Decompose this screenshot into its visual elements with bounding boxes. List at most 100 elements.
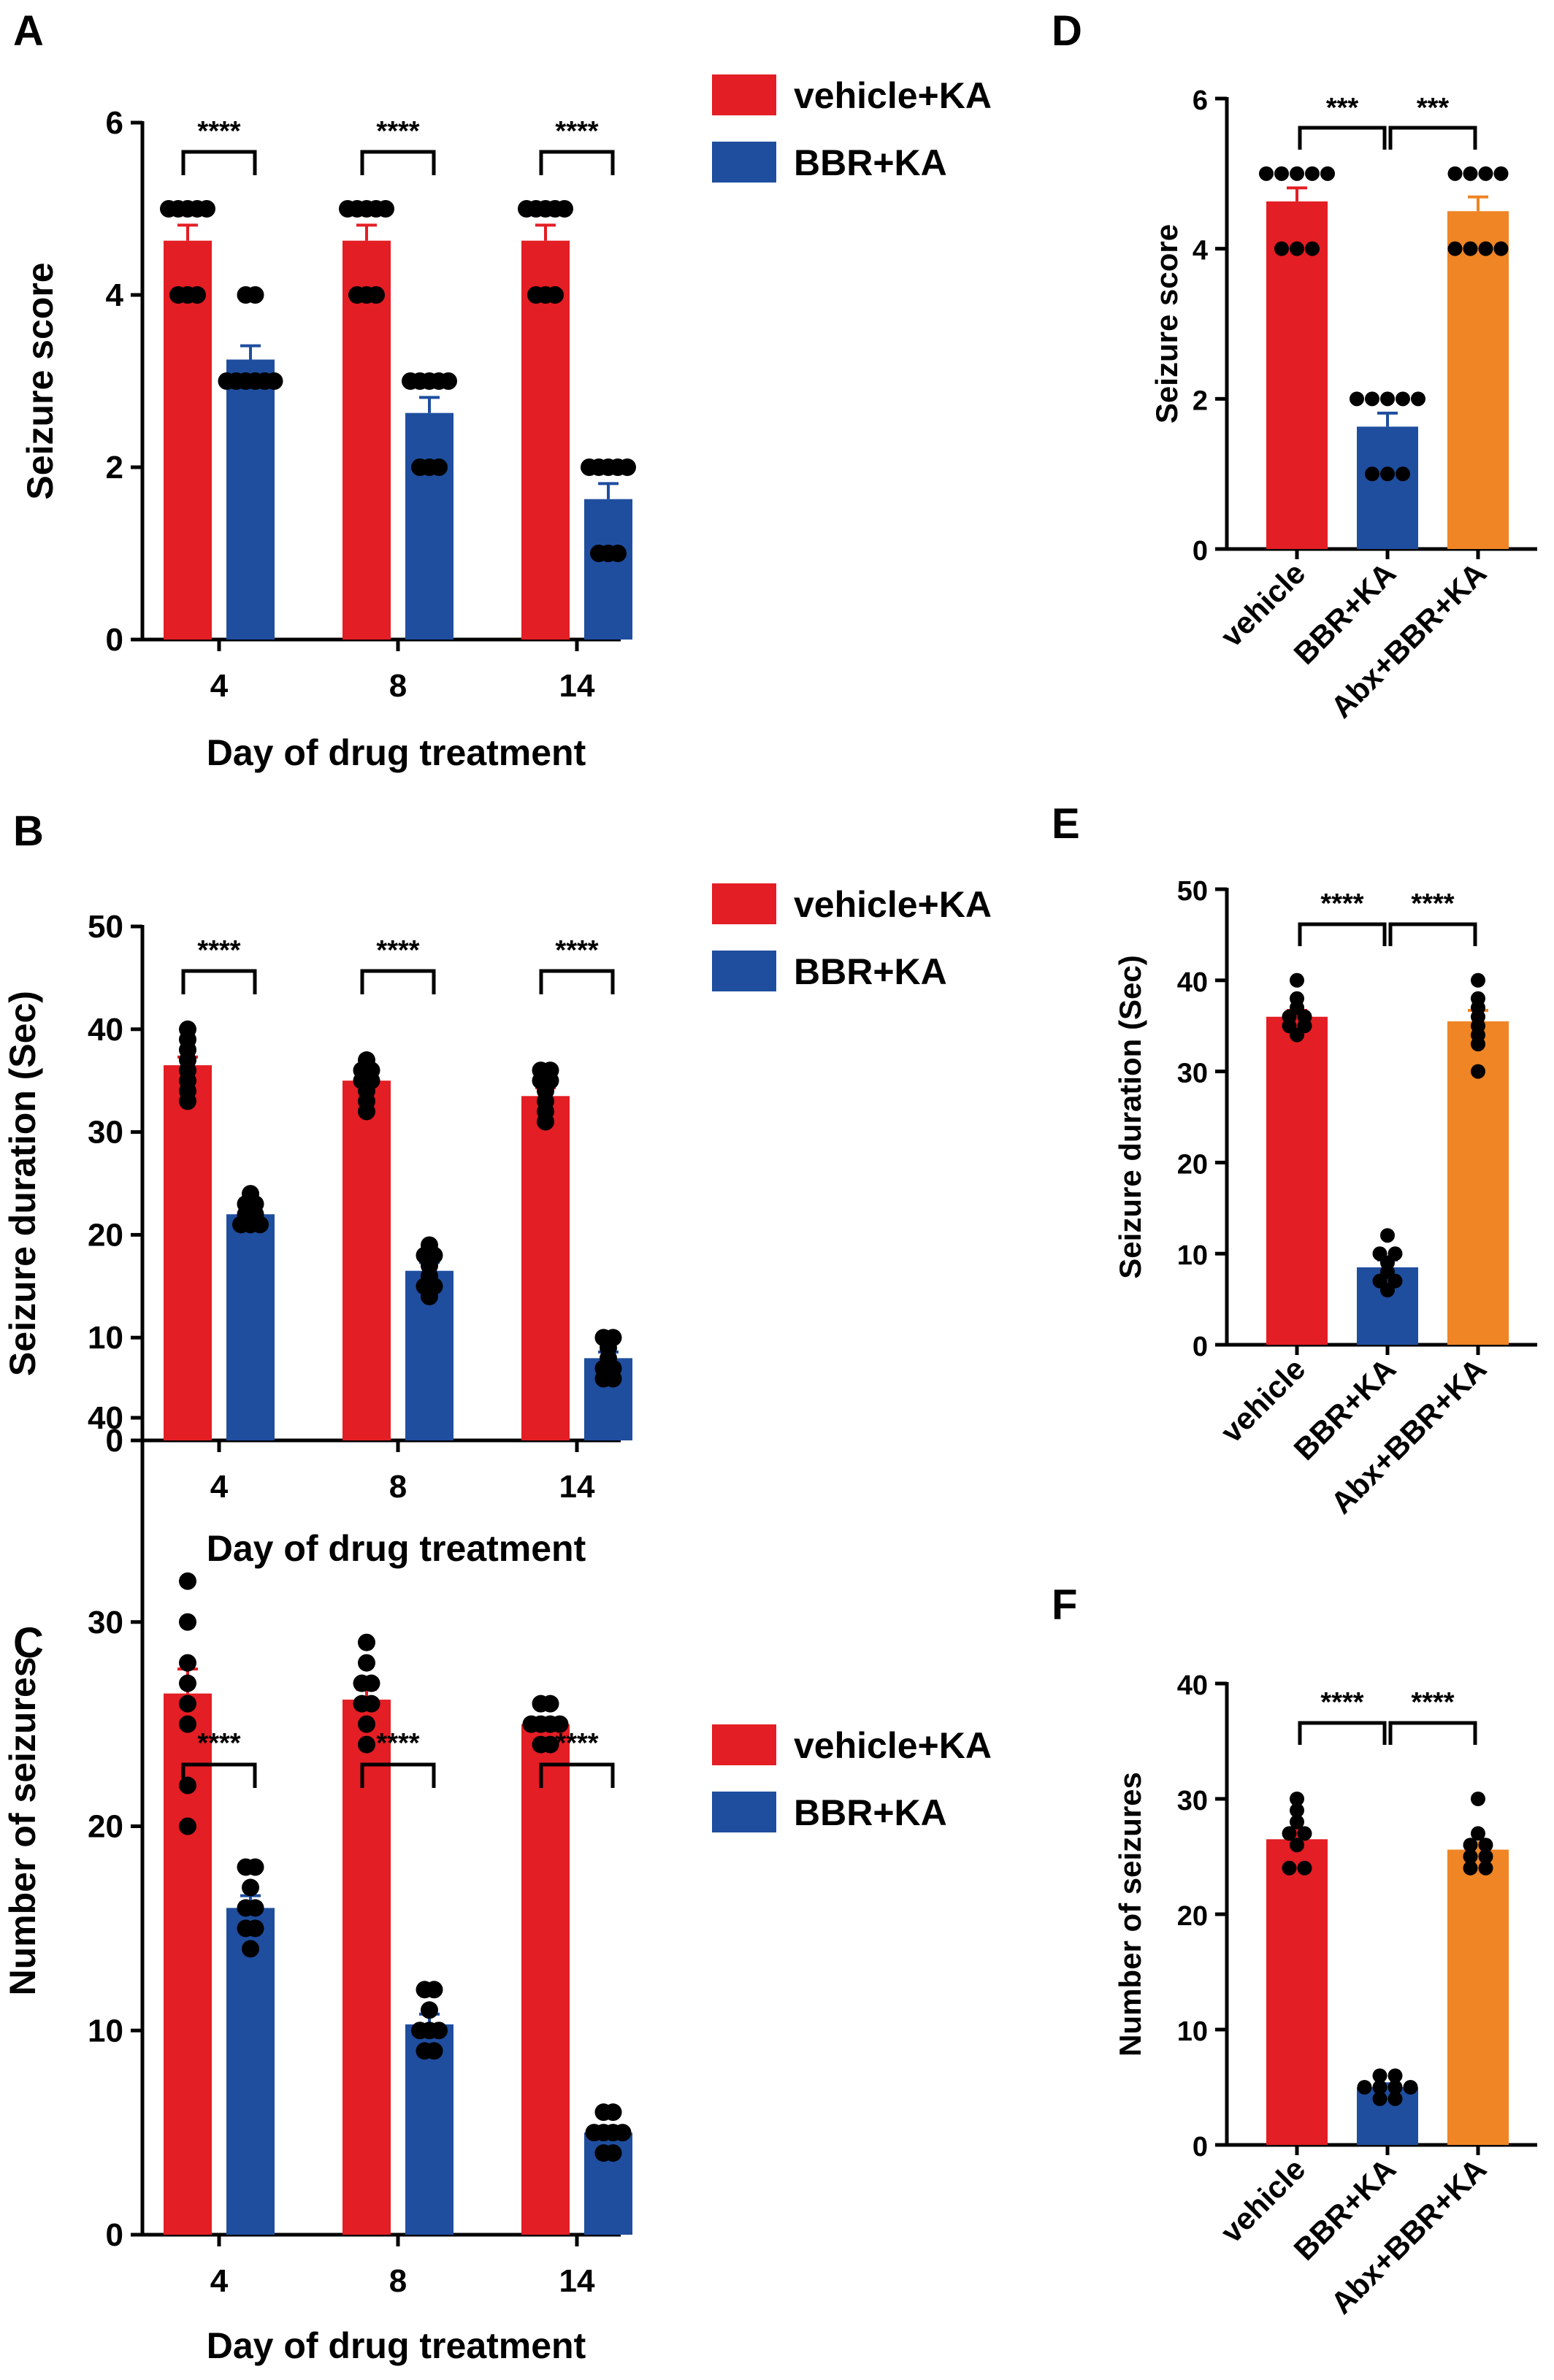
points-1-dot-6: [1372, 2068, 1388, 2084]
panel-b: B 0 10 20 30 40 50 Seizure duration (Sec) 4 **** 8…: [2, 807, 992, 1569]
significance-bracket-0-line: [181, 969, 257, 994]
panel-letter: E: [1052, 800, 1080, 848]
points-1-dot-2: [1396, 467, 1410, 482]
significance-bracket-1-line: [360, 1762, 436, 1788]
significance-bracket-1-stars: ****: [1411, 888, 1454, 919]
points-2-dot-2: [1478, 241, 1493, 256]
bar-vehicle+KA-4: [164, 1693, 212, 2235]
significance-bracket-1-stars: ****: [376, 116, 419, 147]
points-1-dot-3: [1350, 391, 1364, 407]
bar-vehicle+KA-8: [342, 240, 391, 640]
points-0-dot-1: [1290, 241, 1304, 256]
significance-bracket-2: ****: [539, 1728, 615, 1788]
significance-bracket-1: ****: [360, 1728, 436, 1788]
x-tick-label-2: Abx+BBR+KA: [1324, 2151, 1493, 2320]
significance-bracket-2-stars: ****: [555, 935, 598, 966]
error-bar-1-2: [598, 482, 619, 499]
points-2-dot-0: [1447, 241, 1463, 256]
significance-bracket-1-stars: ****: [1411, 1687, 1454, 1718]
points-0-2-dot-7: [556, 200, 573, 218]
y-tick-label-0: 0: [106, 622, 123, 658]
legend-label-1: BBR+KA: [794, 142, 947, 183]
bar-vehicle+KA-4: [164, 240, 212, 640]
y-tick-label-5: 50: [1177, 876, 1208, 907]
points-0-dot-1: [1297, 1860, 1312, 1876]
points-1-0-dot-7: [246, 1858, 264, 1876]
points-1-dot-1: [1380, 467, 1395, 482]
points-1-dot-0: [1365, 467, 1379, 482]
points-0-1-dot-0: [358, 1735, 375, 1754]
significance-bracket-1: ****: [360, 116, 436, 175]
y-tick-label-2: 20: [1177, 1901, 1208, 1932]
error-bar-1-0: [240, 344, 261, 360]
y-tick-label-0: 0: [106, 2217, 123, 2253]
legend: vehicle+KA BBR+KA: [712, 1724, 992, 1833]
points-1-dot-5: [1372, 1246, 1388, 1262]
points-0-2-dot-2: [546, 286, 564, 304]
points-2-dot-4: [1463, 1838, 1478, 1853]
x-axis-title: Day of drug treatment: [207, 732, 586, 773]
points-0-0-dot-5: [179, 1654, 196, 1672]
points-2-dot-3: [1493, 241, 1509, 256]
points-2-dot-1: [1463, 241, 1478, 256]
y-axis-title: Number of seizures: [1113, 1772, 1147, 2057]
points-0-2-dot-7: [541, 1694, 559, 1713]
points-2-dot-6: [1471, 1826, 1485, 1841]
points-0-0-dot-0: [179, 1817, 196, 1835]
y-axis-title: Seizure score: [1149, 224, 1184, 423]
points-0-1-dot-7: [358, 1051, 375, 1070]
y-tick-label-2: 20: [88, 1217, 123, 1253]
bar-vehicle+KA-14: [521, 1724, 570, 2235]
significance-bracket-2-line: [539, 150, 615, 175]
points-1-dot-6: [1388, 1246, 1403, 1262]
y-tick-label-1: 10: [88, 1320, 123, 1356]
significance-bracket-1: ****: [1388, 1687, 1477, 1745]
points-1-dot-1: [1388, 2091, 1403, 2106]
points-0-0-dot-2: [179, 1715, 196, 1733]
error-bar-1: [1377, 411, 1398, 427]
error-bar-0-0: [177, 223, 198, 241]
significance-bracket-1: ****: [1388, 888, 1477, 946]
points-0-1-dot-7: [358, 1633, 375, 1651]
points-1-1-dot-7: [421, 1236, 438, 1254]
significance-bracket-0-stars: ****: [197, 935, 240, 966]
points-1-dot-0: [1372, 2091, 1388, 2106]
points-0-dot-6: [1290, 991, 1304, 1006]
points-2-dot-4: [1447, 166, 1463, 181]
bar-Abx+BBR+KA: [1447, 211, 1509, 549]
points-1-dot-6: [1396, 391, 1410, 407]
y-tick-label-2: 20: [1177, 1149, 1208, 1180]
y-tick-label-3: 30: [1177, 1786, 1208, 1816]
significance-bracket-0-stars: ****: [1320, 1687, 1363, 1718]
x-tick-label-0: 4: [210, 668, 229, 704]
points-0-1-dot-2: [367, 286, 385, 304]
y-tick-label-4: 40: [1177, 967, 1208, 998]
bar-vehicle: [1266, 1016, 1328, 1345]
legend-swatch-1: [712, 142, 776, 183]
significance-bracket-1-stars: ***: [1417, 93, 1450, 123]
legend-swatch-1: [712, 1792, 776, 1832]
legend-label-0: vehicle+KA: [794, 75, 992, 116]
legend: vehicle+KA BBR+KA: [712, 883, 992, 992]
significance-bracket-0-line: [1298, 126, 1387, 150]
points-1-0-dot-0: [242, 1940, 259, 1958]
points-0-0-dot-7: [179, 1572, 196, 1590]
points-1-dot-7: [1388, 2068, 1403, 2084]
significance-bracket-1-line: [1388, 126, 1477, 150]
panel-letter: D: [1052, 7, 1082, 55]
points-0-2-dot-1: [541, 1735, 559, 1754]
significance-bracket-1: ****: [360, 935, 436, 994]
points-0-2-dot-7: [541, 1062, 559, 1080]
points-1-dot-5: [1380, 391, 1395, 407]
x-tick-label-2: 14: [559, 668, 595, 704]
x-tick-label-0: 4: [210, 2263, 229, 2299]
points-0-0-dot-7: [198, 200, 215, 218]
points-0-0-dot-4: [179, 1674, 196, 1692]
x-tick-label-1: 8: [389, 1469, 407, 1505]
y-tick-label-3: 30: [1177, 1059, 1208, 1089]
points-2-dot-5: [1463, 166, 1478, 181]
points-2-dot-2: [1463, 1849, 1478, 1864]
significance-bracket-0-line: [181, 1762, 257, 1788]
